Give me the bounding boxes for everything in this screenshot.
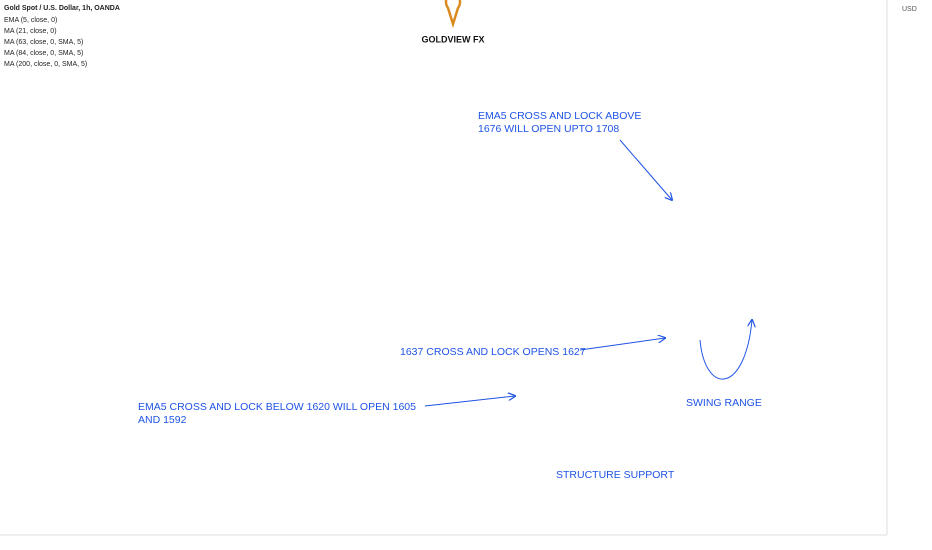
annotation: EMA5 CROSS AND LOCK ABOVE — [478, 110, 641, 122]
annotation: STRUCTURE SUPPORT — [556, 469, 675, 481]
indicator: MA (200, close, 0, SMA, 5) — [4, 61, 87, 68]
annotation: AND 1592 — [138, 414, 187, 426]
arrow — [699, 320, 752, 380]
logo — [444, 0, 462, 29]
brand: GOLDVIEW FX — [422, 34, 485, 44]
annotation: EMA5 CROSS AND LOCK BELOW 1620 WILL OPEN… — [138, 401, 416, 413]
arrow — [579, 338, 665, 351]
annotation: SWING RANGE — [686, 397, 762, 409]
annotation: 1637 CROSS AND LOCK OPENS 1627 — [400, 346, 586, 358]
annotation: 1676 WILL OPEN UPTO 1708 — [478, 123, 619, 135]
symbol: Gold Spot / U.S. Dollar, 1h, OANDA — [4, 5, 120, 12]
indicator: EMA (5, close, 0) — [4, 17, 57, 24]
indicator: MA (84, close, 0, SMA, 5) — [4, 50, 83, 57]
currency: USD — [902, 6, 917, 13]
arrow — [619, 139, 672, 200]
indicator: MA (63, close, 0, SMA, 5) — [4, 39, 83, 46]
indicator: MA (21, close, 0) — [4, 28, 57, 35]
arrow — [424, 396, 515, 407]
